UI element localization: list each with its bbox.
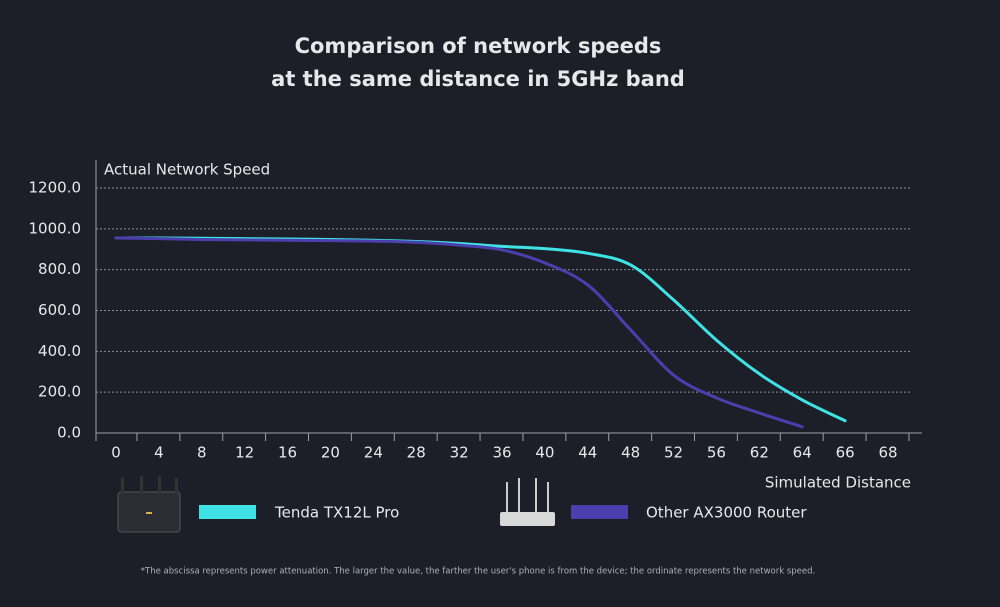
y-tick-label: 400.0 [38,342,81,360]
x-tick-label: 48 [621,444,640,462]
footnote: *The abscissa represents power attenuati… [141,567,815,577]
x-tick-label: 36 [492,444,511,462]
x-tick-label: 12 [235,444,254,462]
other-device-icon [500,478,555,526]
legend-swatch [571,505,628,519]
chart-title: at the same distance in 5GHz band [271,67,685,91]
legend-swatch [199,505,256,519]
y-tick-label: 0.0 [57,424,81,442]
tenda-device-icon [117,476,181,533]
x-tick-label: 52 [664,444,683,462]
y-tick-label: 800.0 [38,260,81,278]
y-axis-label: Actual Network Speed [104,161,270,179]
legend-label: Tenda TX12L Pro [274,504,399,522]
x-tick-label: 16 [278,444,297,462]
x-tick-label: 40 [535,444,554,462]
x-tick-label: 8 [197,444,207,462]
x-tick-label: 32 [450,444,469,462]
legend-label: Other AX3000 Router [646,504,807,522]
y-tick-label: 600.0 [38,301,81,319]
x-axis-label: Simulated Distance [765,474,911,492]
x-tick-label: 20 [321,444,340,462]
chart-title: Comparison of network speeds [295,34,662,58]
series-line [114,236,804,429]
x-tick-label: 68 [878,444,897,462]
y-tick-label: 1000.0 [29,219,82,237]
y-tick-label: 1200.0 [29,179,82,197]
x-tick-label: 62 [750,444,769,462]
y-tick-label: 200.0 [38,383,81,401]
x-tick-label: 64 [793,444,812,462]
x-tick-label: 24 [364,444,383,462]
x-tick-label: 0 [111,444,121,462]
x-tick-label: 66 [836,444,855,462]
x-tick-label: 28 [407,444,426,462]
x-tick-label: 56 [707,444,726,462]
x-tick-label: 4 [154,444,164,462]
x-tick-label: 44 [578,444,597,462]
